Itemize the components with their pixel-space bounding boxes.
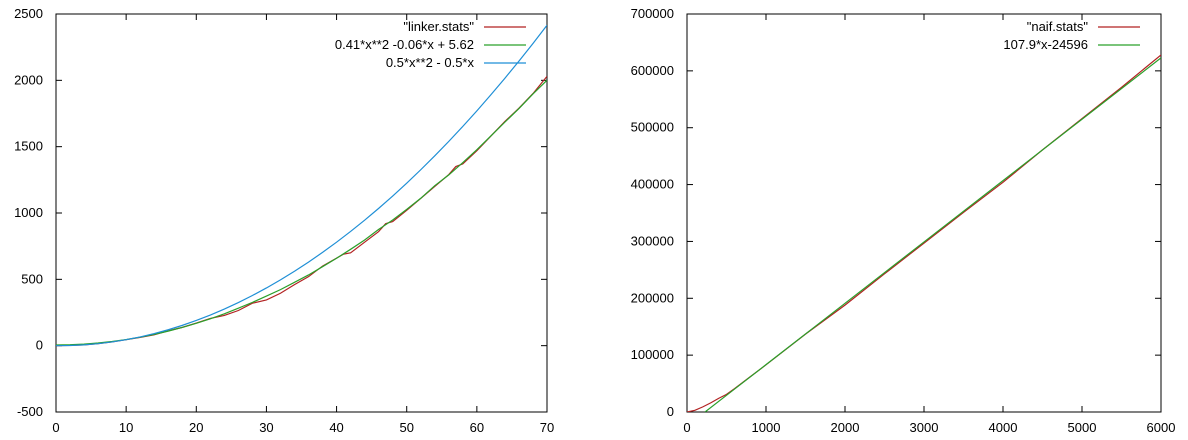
x-tick-label: 0 bbox=[52, 420, 59, 435]
y-tick-label: 200000 bbox=[631, 290, 674, 305]
y-tick-label: 1500 bbox=[14, 139, 43, 154]
x-tick-label: 1000 bbox=[752, 420, 781, 435]
y-tick-label: 300000 bbox=[631, 233, 674, 248]
series-line-0 bbox=[56, 75, 547, 347]
y-tick-label: 2000 bbox=[14, 72, 43, 87]
y-tick-label: 0 bbox=[667, 404, 674, 419]
chart-naif-stats: 0 1000 2000 3000 4000 5000 6000 0 100000 200000 30… bbox=[631, 6, 1176, 435]
plot-frame bbox=[686, 13, 1162, 413]
x-tick-label: 60 bbox=[470, 420, 484, 435]
y-tick-label: 700000 bbox=[631, 6, 674, 21]
plot-frame bbox=[55, 13, 548, 413]
series-line-1 bbox=[704, 57, 1161, 412]
legend-label-1: 0.41*x**2 -0.06*x + 5.62 bbox=[335, 37, 474, 52]
x-tick-label: 50 bbox=[399, 420, 413, 435]
legend-label-1: 107.9*x-24596 bbox=[1003, 37, 1088, 52]
chart-linker-stats: 0 10 20 30 40 50 60 70 -500 0 500 1000 1500 2000 2500 "… bbox=[14, 6, 554, 435]
x-tick-label: 20 bbox=[189, 420, 203, 435]
y-tick-label: 0 bbox=[36, 338, 43, 353]
x-tick-label: 30 bbox=[259, 420, 273, 435]
y-tick-label: 500000 bbox=[631, 120, 674, 135]
x-tick-label: 10 bbox=[119, 420, 133, 435]
x-tick-label: 3000 bbox=[910, 420, 939, 435]
x-tick-label: 40 bbox=[329, 420, 343, 435]
series-line-0 bbox=[687, 54, 1161, 412]
x-tick-label: 0 bbox=[683, 420, 690, 435]
y-tick-label: 500 bbox=[21, 271, 43, 286]
legend-label-0: "naif.stats" bbox=[1027, 19, 1089, 34]
x-tick-label: 70 bbox=[540, 420, 554, 435]
legend-label-0: "linker.stats" bbox=[403, 19, 474, 34]
y-tick-label: 400000 bbox=[631, 177, 674, 192]
x-tick-label: 4000 bbox=[989, 420, 1018, 435]
series-line-2 bbox=[56, 24, 547, 347]
y-tick-label: 600000 bbox=[631, 63, 674, 78]
series-line-1 bbox=[56, 79, 547, 346]
x-tick-label: 6000 bbox=[1147, 420, 1176, 435]
x-tick-label: 5000 bbox=[1068, 420, 1097, 435]
y-tick-label: 1000 bbox=[14, 205, 43, 220]
y-tick-label: 100000 bbox=[631, 347, 674, 362]
legend-label-2: 0.5*x**2 - 0.5*x bbox=[386, 55, 475, 70]
x-tick-label: 2000 bbox=[831, 420, 860, 435]
y-tick-label: 2500 bbox=[14, 6, 43, 21]
y-tick-label: -500 bbox=[17, 404, 43, 419]
